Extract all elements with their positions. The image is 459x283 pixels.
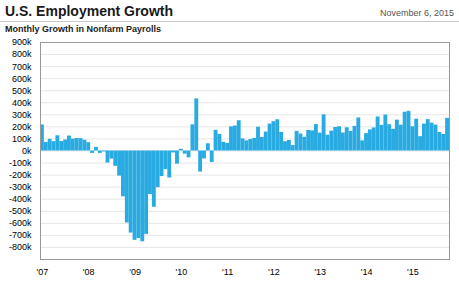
svg-text:-500k: -500k: [9, 206, 32, 216]
svg-text:'12: '12: [268, 267, 280, 277]
svg-text:'13: '13: [314, 267, 326, 277]
svg-text:300k: 300k: [12, 110, 32, 120]
svg-text:400k: 400k: [12, 98, 32, 108]
svg-text:'08: '08: [83, 267, 95, 277]
svg-text:-600k: -600k: [9, 218, 32, 228]
svg-text:-300k: -300k: [9, 182, 32, 192]
svg-text:800k: 800k: [12, 49, 32, 59]
svg-text:-400k: -400k: [9, 194, 32, 204]
svg-text:600k: 600k: [12, 74, 32, 84]
svg-text:'14: '14: [361, 267, 373, 277]
svg-text:900k: 900k: [12, 37, 32, 47]
svg-text:'09: '09: [129, 267, 141, 277]
svg-text:0k: 0k: [22, 146, 32, 156]
svg-text:-700k: -700k: [9, 230, 32, 240]
svg-text:-100k: -100k: [9, 158, 32, 168]
svg-text:-200k: -200k: [9, 170, 32, 180]
svg-text:'11: '11: [222, 267, 233, 277]
svg-text:'10: '10: [175, 267, 187, 277]
svg-text:'15: '15: [407, 267, 419, 277]
html-text:November 6, 2015: November 6, 2015: [380, 8, 454, 18]
svg-text:500k: 500k: [12, 86, 32, 96]
svg-text:200k: 200k: [12, 122, 32, 132]
html-text:U.S. Employment Growth: U.S. Employment Growth: [5, 3, 173, 19]
svg-text:'07: '07: [37, 267, 49, 277]
svg-text:700k: 700k: [12, 61, 32, 71]
svg-text:100k: 100k: [12, 134, 32, 144]
html-text:Monthly Growth in Nonfarm Payr: Monthly Growth in Nonfarm Payrolls: [5, 24, 161, 34]
svg-text:-800k: -800k: [9, 242, 32, 252]
